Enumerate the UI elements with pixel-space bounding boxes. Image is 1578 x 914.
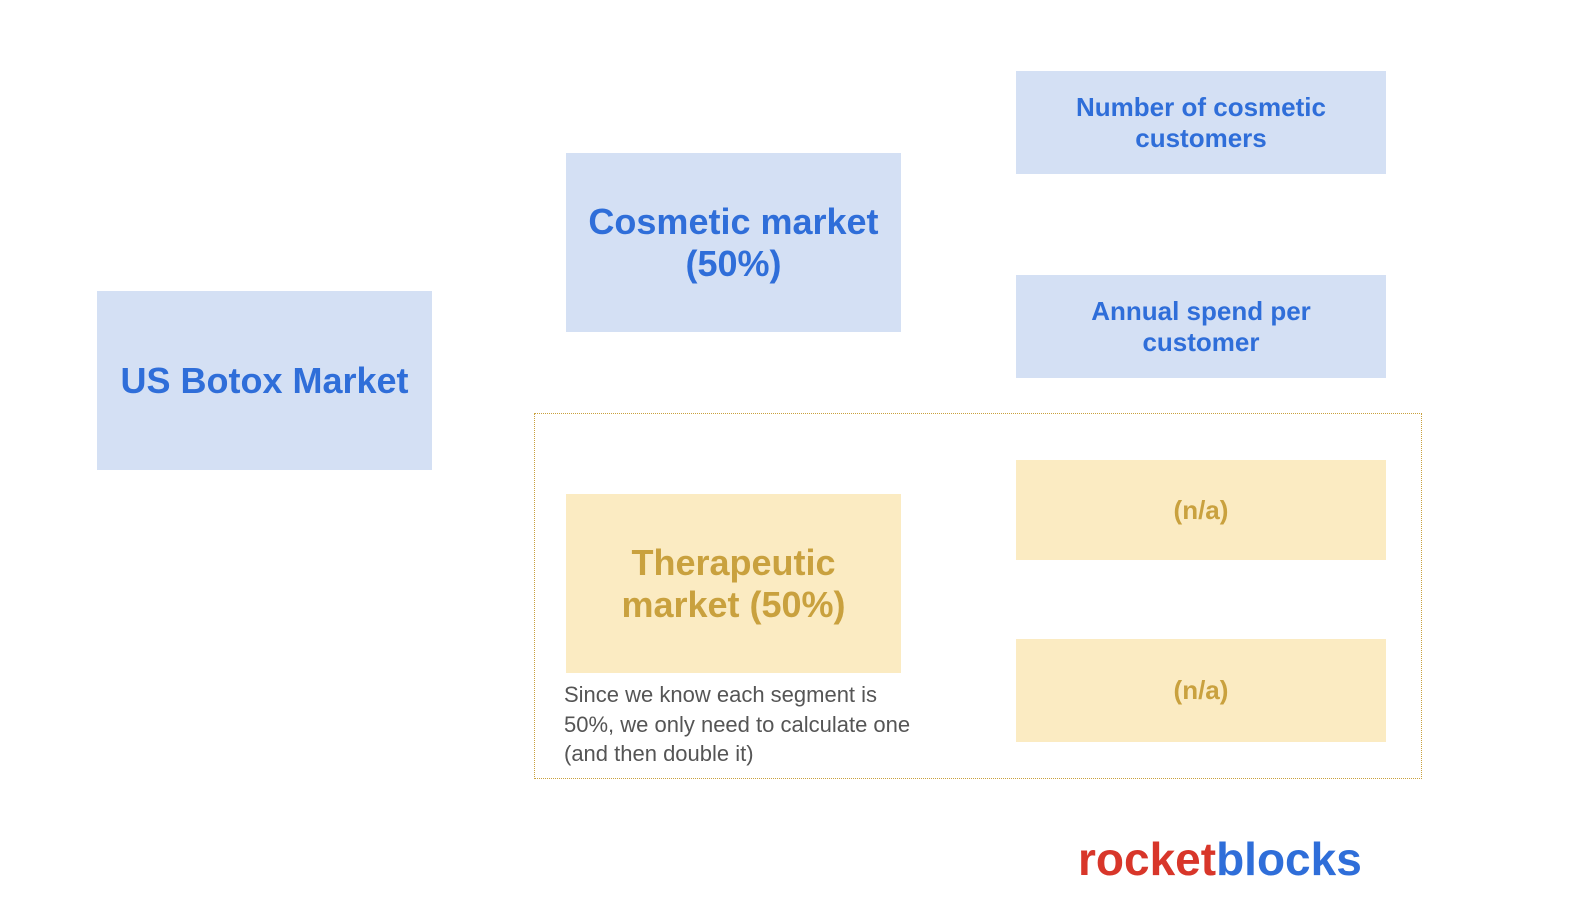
node-cosmetic-customers-label: Number of cosmetic customers (1036, 92, 1366, 154)
node-root: US Botox Market (97, 291, 432, 470)
node-root-label: US Botox Market (120, 360, 408, 402)
node-therapeutic-na2-label: (n/a) (1174, 675, 1229, 706)
note-text: Since we know each segment is 50%, we on… (564, 680, 924, 769)
node-cosmetic: Cosmetic market (50%) (566, 153, 901, 332)
node-cosmetic-spend-label: Annual spend per customer (1036, 296, 1366, 358)
node-cosmetic-label: Cosmetic market (50%) (586, 201, 881, 285)
node-cosmetic-spend: Annual spend per customer (1016, 275, 1386, 378)
node-therapeutic: Therapeutic market (50%) (566, 494, 901, 673)
note-text-content: Since we know each segment is 50%, we on… (564, 682, 910, 766)
node-cosmetic-customers: Number of cosmetic customers (1016, 71, 1386, 174)
logo-part1: rocket (1078, 833, 1216, 885)
logo-part2: blocks (1216, 833, 1362, 885)
logo: rocketblocks (1078, 832, 1362, 886)
node-therapeutic-label: Therapeutic market (50%) (586, 542, 881, 626)
node-therapeutic-na1: (n/a) (1016, 460, 1386, 560)
node-therapeutic-na1-label: (n/a) (1174, 495, 1229, 526)
node-therapeutic-na2: (n/a) (1016, 639, 1386, 742)
